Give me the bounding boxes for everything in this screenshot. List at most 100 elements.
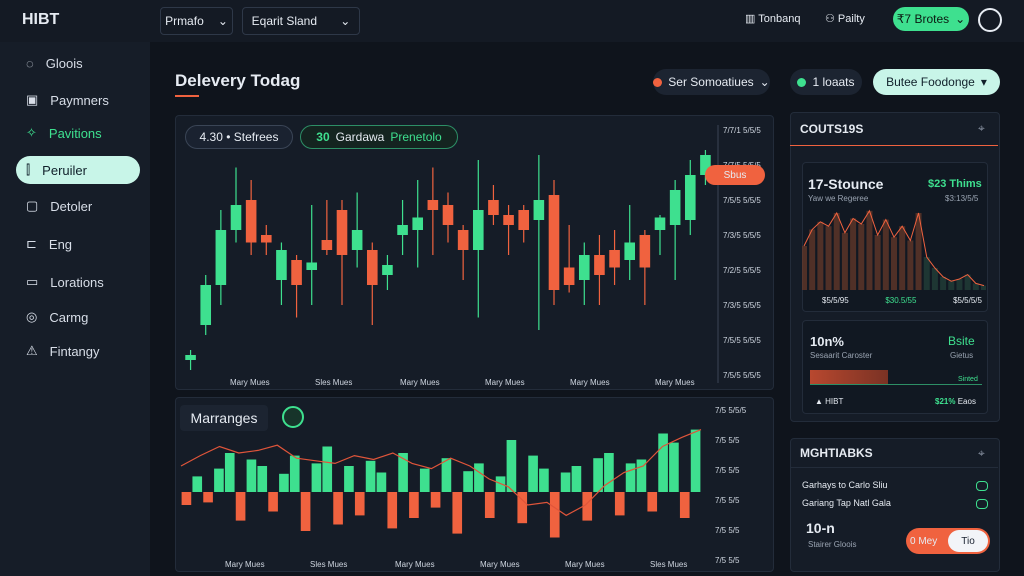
pill-tag: Prenetolo	[390, 130, 442, 144]
mini-bar	[833, 213, 840, 290]
filter[interactable]: Ser Somoatiues ⌄	[653, 69, 770, 95]
status[interactable]: 1 loaats	[790, 69, 862, 95]
nav-label: Lorations	[50, 274, 104, 290]
nav-item[interactable]: ⚠ Fintangy	[16, 337, 140, 365]
mini-bar	[850, 218, 857, 290]
nav-link[interactable]: ▥ Tonbanq	[745, 13, 801, 25]
volume-bar	[257, 466, 268, 492]
nav-item[interactable]: ✧ Pavitions	[16, 119, 140, 147]
volume-bar	[679, 492, 690, 518]
volume-bar	[484, 492, 495, 518]
dropdown[interactable]: Eqarit Sland ⌄	[242, 7, 360, 35]
nav-item[interactable]: ⫿ Peruiler	[16, 156, 140, 184]
chart-pill[interactable]: 4.30 • Stefrees	[185, 125, 293, 149]
card-sub: $3:13/5/5	[945, 194, 979, 203]
top-bar	[0, 0, 1024, 42]
volume-bar	[625, 463, 636, 492]
dot	[653, 77, 663, 87]
volume-bar	[604, 453, 614, 492]
nav-item[interactable]: ◌ Gloois	[16, 49, 140, 77]
card-value: Bsite	[948, 334, 975, 348]
nav-item[interactable]: ▢ Detoler	[16, 192, 140, 220]
candle-body	[548, 195, 560, 290]
volume-title: Marranges	[180, 405, 268, 431]
refresh-icon[interactable]	[282, 406, 304, 428]
mini-bar	[956, 279, 963, 290]
profile-icon[interactable]	[978, 8, 1002, 32]
panel-divider	[790, 145, 998, 146]
row-toggle[interactable]	[976, 481, 988, 491]
mini-bar	[931, 268, 938, 290]
x-axis-label: Mary Mues	[400, 378, 440, 387]
row-toggle[interactable]	[976, 499, 988, 509]
candle-body	[518, 210, 530, 230]
volume-bar	[214, 468, 224, 492]
y-axis-label: 7/5 5/5	[715, 496, 740, 505]
candle-body	[457, 230, 469, 250]
volume-bar	[528, 455, 538, 492]
y-axis-label: 7/3/5 5/5/5	[723, 301, 761, 310]
candle-body	[276, 250, 287, 280]
volume-bar	[593, 458, 603, 492]
volume-bar	[658, 433, 668, 492]
y-axis-label: 7/5 5/5	[715, 556, 740, 565]
y-axis-label: 7/5 5/5	[715, 526, 740, 535]
nav-item[interactable]: ◎ Carmg	[16, 303, 140, 331]
action-button[interactable]: Butee Foodonge ▾	[873, 69, 1000, 95]
x-axis-label: Sles Mues	[650, 560, 687, 569]
y-axis-label: 7/5 5/5	[715, 466, 740, 475]
candle-body	[291, 260, 302, 285]
mini-bar	[817, 221, 824, 290]
nav-item[interactable]: ⊏ Eng	[16, 230, 140, 258]
candle-body	[472, 210, 484, 250]
candle-body	[578, 255, 590, 280]
panel-icon[interactable]: ⌖	[978, 121, 985, 135]
nav-label: Peruiler	[42, 162, 87, 178]
dropdown[interactable]: Prmafo ⌄	[160, 7, 233, 35]
foot-number: $21%	[935, 397, 956, 406]
chart-pill[interactable]: 30 Gardawa Prenetolo	[300, 125, 458, 149]
mini-bar	[825, 226, 832, 290]
volume-bar	[636, 459, 647, 492]
chart-panel	[175, 115, 774, 390]
volume-bar	[279, 473, 289, 492]
mini-bar	[915, 213, 922, 290]
card-foot: $5/5/95 $30.5/55 $5/5/5/5	[822, 296, 982, 305]
mini-bar	[923, 257, 930, 290]
primary-button[interactable]: ₹7 Brotes ⌄	[893, 7, 969, 31]
page-title: Delevery Todag	[175, 71, 301, 90]
sidebar	[0, 42, 150, 576]
card-sub: Sesaarit Caroster	[810, 351, 873, 360]
candle-body	[684, 175, 696, 220]
title-underline	[175, 95, 199, 97]
candle-body	[624, 242, 636, 260]
candle-body	[336, 210, 348, 255]
volume-bar	[354, 492, 365, 516]
link-label: Pailty	[837, 13, 865, 25]
volume-bar	[441, 458, 452, 492]
nav-label: Pavitions	[48, 125, 102, 141]
nav-label: Gloois	[45, 55, 83, 71]
card-sub: Gietus	[950, 351, 974, 360]
toggle-on: 0 Mey	[910, 535, 938, 547]
panel-icon[interactable]: ⌖	[978, 446, 985, 460]
nav-link[interactable]: ⚇ Pailty	[825, 13, 865, 25]
price-tag: Sbus	[705, 165, 765, 185]
pill-label: 4.30 • Stefrees	[199, 130, 279, 144]
caret: ⌄	[217, 14, 228, 28]
volume-bar	[506, 440, 517, 492]
volume-bar	[517, 492, 528, 524]
volume-bar	[690, 429, 701, 492]
card-value: $23 Thims	[928, 178, 982, 190]
candle-body	[200, 285, 212, 325]
foot-label: HIBT	[825, 397, 844, 406]
list-sub: Stairer Gloois	[808, 540, 857, 549]
volume-bar	[246, 459, 257, 492]
toggle[interactable]: 0 Mey Tio	[906, 528, 990, 554]
nav-item[interactable]: ▭ Lorations	[16, 268, 140, 296]
nav-icon: ⫿	[26, 162, 31, 177]
volume-bar	[300, 492, 311, 531]
caret: ▾	[980, 75, 987, 89]
nav-item[interactable]: ▣ Paymners	[16, 86, 140, 114]
x-axis-label: Sles Mues	[310, 560, 347, 569]
